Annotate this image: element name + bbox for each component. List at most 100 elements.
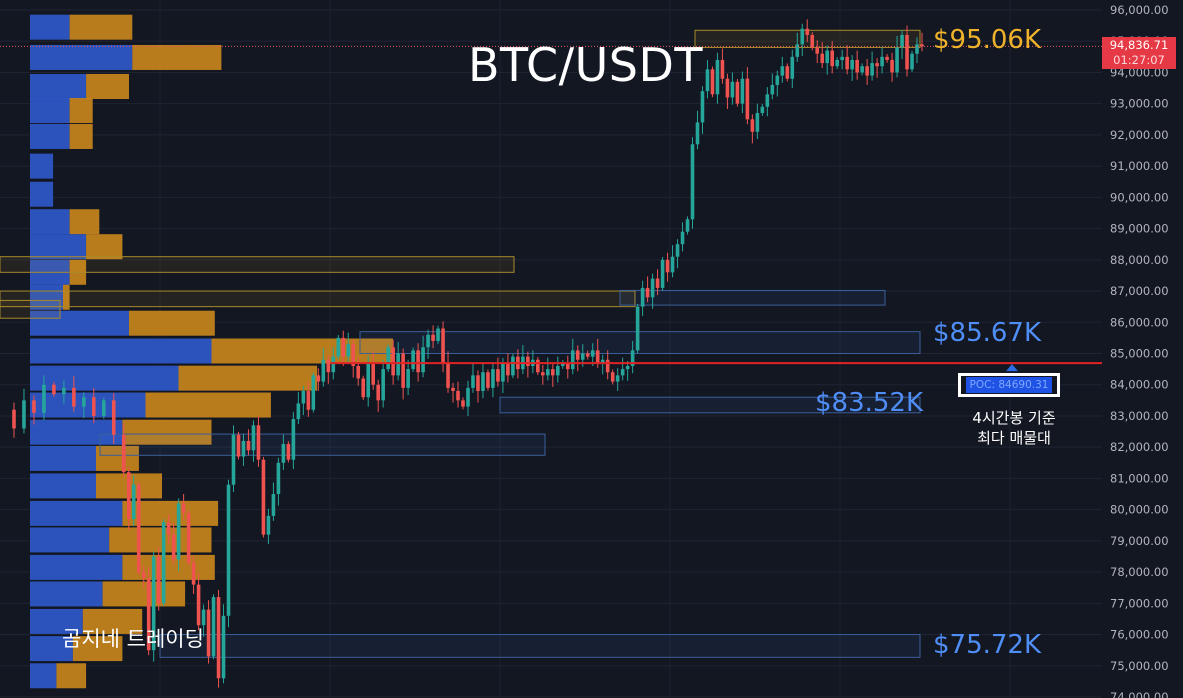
current-price-tag: 94,836.71 01:27:07 bbox=[1102, 37, 1176, 69]
candle-body bbox=[221, 615, 226, 679]
candle-body bbox=[381, 369, 385, 401]
price-zone bbox=[0, 290, 636, 308]
candle-body bbox=[231, 434, 236, 485]
candle-body bbox=[331, 356, 336, 373]
candle-body bbox=[356, 365, 361, 379]
y-tick-label: 87,000.00 bbox=[1110, 284, 1169, 298]
poc-label: POC: 84690.31 bbox=[965, 377, 1053, 393]
candle-body bbox=[600, 359, 605, 363]
candle-body bbox=[915, 44, 919, 54]
candle-body bbox=[541, 372, 545, 376]
candle-body bbox=[800, 28, 805, 45]
candle-body bbox=[750, 119, 755, 132]
candle-body bbox=[575, 350, 580, 360]
profile-bar-sell bbox=[63, 284, 70, 310]
candle-body bbox=[22, 400, 26, 429]
price-zone bbox=[99, 433, 546, 456]
price-zones bbox=[0, 29, 921, 658]
candle-body bbox=[875, 63, 879, 67]
profile-bar-buy bbox=[30, 44, 133, 70]
candle-body bbox=[151, 556, 156, 651]
candle-body bbox=[411, 350, 415, 370]
candle-body bbox=[281, 444, 286, 463]
profile-bar-sell bbox=[69, 14, 133, 40]
candle-body bbox=[341, 337, 346, 357]
candle-body bbox=[760, 106, 765, 114]
candle-body bbox=[615, 375, 620, 382]
candle-body bbox=[406, 369, 410, 388]
candle-body bbox=[191, 562, 196, 585]
candle-body bbox=[386, 347, 390, 370]
candle-body bbox=[700, 91, 705, 123]
y-tick-label: 91,000.00 bbox=[1110, 159, 1169, 173]
candle-body bbox=[311, 375, 316, 410]
candle-body bbox=[441, 328, 445, 363]
profile-bar-buy bbox=[30, 153, 54, 179]
candle-body bbox=[620, 369, 625, 376]
candle-body bbox=[196, 584, 201, 626]
profile-bar-buy bbox=[30, 98, 70, 124]
candle-body bbox=[730, 81, 735, 98]
candle-body bbox=[431, 334, 435, 342]
profile-bar-buy bbox=[30, 554, 123, 580]
candle-body bbox=[111, 400, 116, 435]
candle-body bbox=[665, 259, 670, 273]
y-tick-label: 77,000.00 bbox=[1110, 596, 1169, 610]
candle-body bbox=[910, 53, 914, 70]
profile-bar-buy bbox=[30, 14, 70, 40]
candle-body bbox=[72, 387, 76, 407]
candle-body bbox=[825, 50, 830, 64]
y-tick-label: 83,000.00 bbox=[1110, 409, 1169, 423]
profile-bar-buy bbox=[30, 445, 96, 471]
candle-body bbox=[62, 387, 66, 395]
candle-body bbox=[705, 69, 710, 92]
candle-body bbox=[870, 63, 874, 76]
candle-body bbox=[855, 59, 859, 73]
candle-body bbox=[286, 444, 291, 460]
candle-body bbox=[546, 369, 550, 376]
y-tick-label: 89,000.00 bbox=[1110, 222, 1169, 236]
candle-body bbox=[216, 597, 221, 679]
candle-body bbox=[635, 306, 640, 351]
profile-bar-sell bbox=[56, 663, 87, 689]
candle-body bbox=[476, 375, 480, 391]
y-tick-label: 75,000.00 bbox=[1110, 659, 1169, 673]
profile-bar-sell bbox=[86, 234, 123, 260]
profile-bar-buy bbox=[30, 581, 103, 607]
candle-body bbox=[461, 400, 465, 407]
candle-body bbox=[126, 472, 131, 520]
candle-body bbox=[585, 353, 590, 357]
candle-body bbox=[276, 462, 281, 495]
profile-bar-sell bbox=[96, 445, 139, 471]
poc-pointer-arrow bbox=[1006, 364, 1018, 372]
candle-body bbox=[905, 34, 909, 70]
y-tick-label: 90,000.00 bbox=[1110, 190, 1169, 204]
candle-body bbox=[740, 78, 745, 104]
candle-body bbox=[715, 59, 720, 95]
profile-bar-sell bbox=[69, 123, 93, 149]
candle-body bbox=[640, 287, 645, 307]
candle-body bbox=[675, 244, 680, 257]
profile-bar-buy bbox=[30, 181, 54, 207]
y-tick-label: 92,000.00 bbox=[1110, 128, 1169, 142]
profile-bar-sell bbox=[72, 636, 123, 662]
poc-note-line1: 4시간봉 기준 bbox=[972, 409, 1056, 427]
candle-body bbox=[416, 350, 420, 373]
candle-body bbox=[815, 47, 820, 54]
y-tick-label: 74,000.00 bbox=[1110, 690, 1169, 698]
candle-body bbox=[900, 34, 904, 48]
candle-body bbox=[346, 344, 351, 357]
y-tick-label: 78,000.00 bbox=[1110, 565, 1169, 579]
level-label-85k: $85.67K bbox=[933, 318, 1042, 348]
candle-body bbox=[176, 503, 181, 560]
candle-body bbox=[496, 369, 500, 382]
reference-lines bbox=[0, 45, 1102, 372]
candle-body bbox=[266, 515, 271, 535]
candle-body bbox=[605, 359, 610, 373]
candle-body bbox=[326, 359, 331, 373]
candle-body bbox=[256, 425, 261, 460]
candle-body bbox=[555, 365, 560, 376]
profile-bar-buy bbox=[30, 310, 129, 336]
candle-body bbox=[735, 81, 740, 104]
candle-body bbox=[755, 113, 760, 132]
